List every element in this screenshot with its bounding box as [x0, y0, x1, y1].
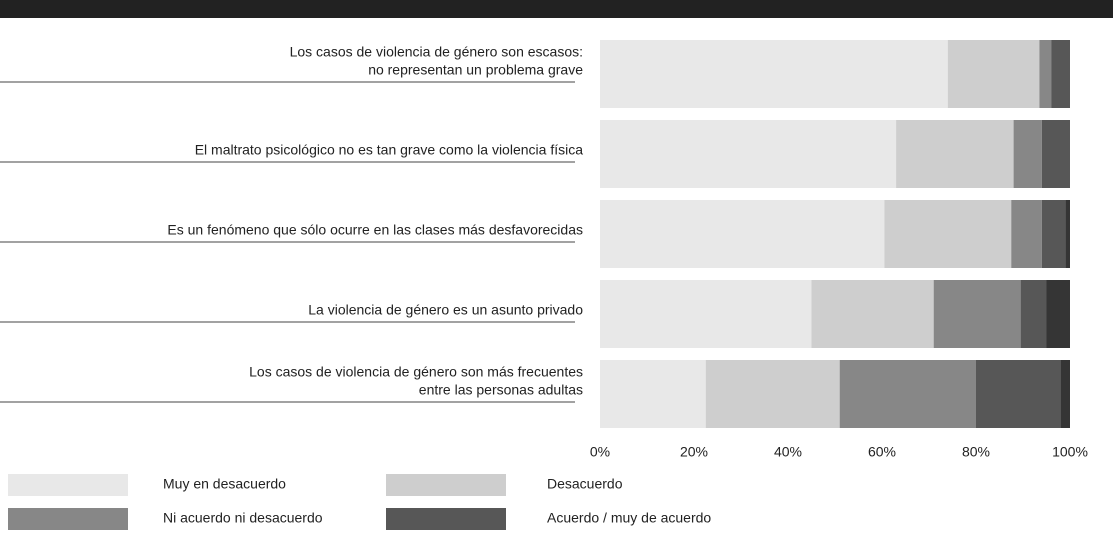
x-tick-label: 0% — [590, 444, 610, 460]
x-tick-label: 20% — [680, 444, 708, 460]
bar-segment — [976, 360, 1061, 428]
legend-swatch — [8, 474, 128, 496]
bar-segment — [1041, 200, 1066, 268]
x-tick-label: 40% — [774, 444, 802, 460]
legend-swatch — [386, 474, 506, 496]
bar-segment — [600, 120, 897, 188]
category-label: El maltrato psicológico no es tan grave … — [195, 142, 584, 158]
bar-segment — [1011, 200, 1042, 268]
category-label: Es un fenómeno que sólo ocurre en las cl… — [167, 222, 583, 238]
legend-label: Muy en desacuerdo — [163, 476, 286, 492]
header-bar — [0, 0, 1113, 18]
bar-segment — [1013, 120, 1042, 188]
bar-segment — [600, 40, 948, 108]
legend-label: Desacuerdo — [547, 476, 623, 492]
x-tick-label: 60% — [868, 444, 896, 460]
category-label: entre las personas adultas — [419, 382, 583, 398]
bar-segment — [1039, 40, 1052, 108]
bar-segment — [705, 360, 840, 428]
bar-segment — [1046, 280, 1070, 348]
bar-segment — [600, 360, 706, 428]
legend-swatch — [8, 508, 128, 530]
bar-segment — [884, 200, 1012, 268]
bar-segment — [896, 120, 1014, 188]
bar-segment — [1065, 200, 1070, 268]
category-label: Los casos de violencia de género son más… — [249, 364, 583, 380]
bar-segment — [947, 40, 1040, 108]
bar-segment — [600, 280, 812, 348]
legend-label: Ni acuerdo ni desacuerdo — [163, 510, 323, 526]
category-label: Los casos de violencia de género son esc… — [290, 44, 583, 60]
bar-segment — [1051, 40, 1070, 108]
category-label: La violencia de género es un asunto priv… — [308, 302, 583, 318]
bar-segment — [839, 360, 976, 428]
category-label: no representan un problema grave — [368, 62, 583, 78]
bar-segment — [933, 280, 1021, 348]
bar-segment — [1020, 280, 1047, 348]
bar-segment — [811, 280, 934, 348]
bar-segment — [1041, 120, 1070, 188]
x-tick-label: 100% — [1052, 444, 1088, 460]
bar-segment — [1060, 360, 1070, 428]
legend-label: Acuerdo / muy de acuerdo — [547, 510, 711, 526]
x-tick-label: 80% — [962, 444, 990, 460]
legend-swatch — [386, 508, 506, 530]
bar-segment — [600, 200, 885, 268]
